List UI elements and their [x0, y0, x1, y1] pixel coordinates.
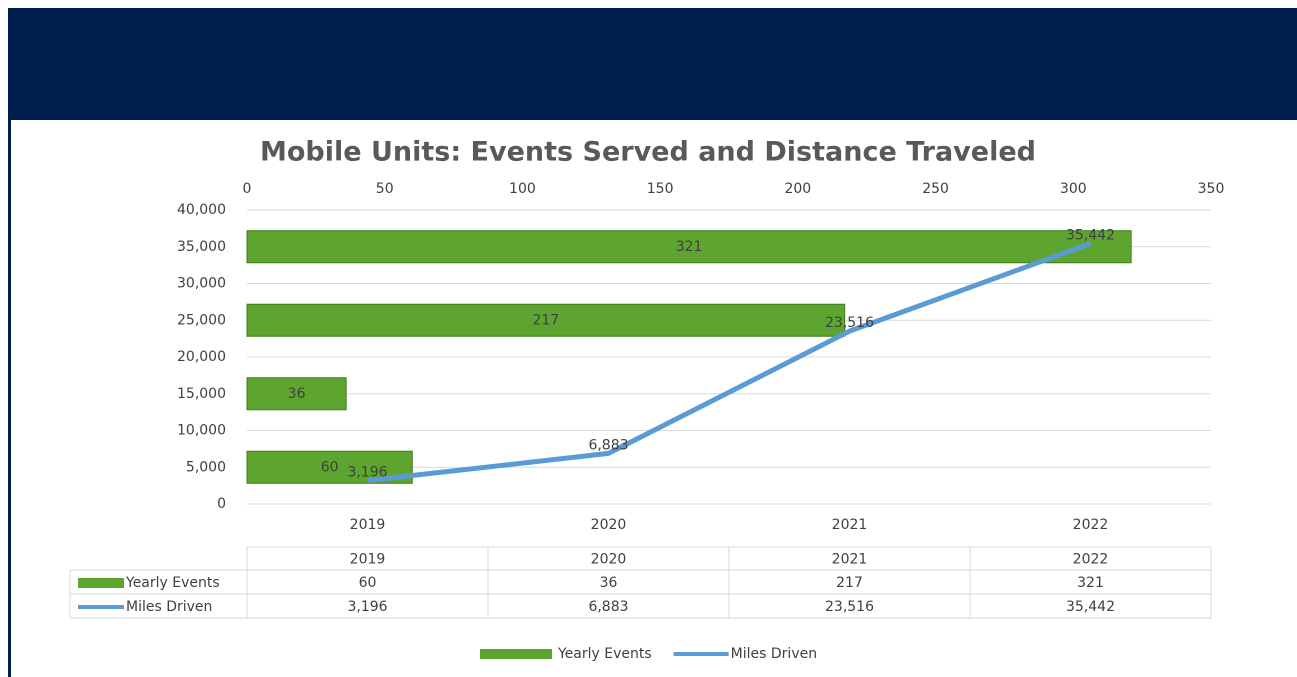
x-tick-label: 0 [243, 181, 252, 197]
table-header: 2019 [350, 552, 386, 568]
line-value-label: 35,442 [1066, 228, 1115, 244]
header-band [8, 8, 1297, 120]
y-tick-label: 30,000 [177, 276, 226, 292]
table-cell: 3,196 [347, 599, 387, 615]
y-tick-label: 25,000 [177, 312, 226, 328]
x-tick-label: 200 [784, 181, 811, 197]
legend-label: Yearly Events [557, 646, 652, 662]
bar [246, 377, 347, 411]
legend-label: Miles Driven [731, 646, 817, 662]
table-row-label: Yearly Events [125, 575, 220, 591]
x-tick-label: 250 [922, 181, 949, 197]
x-tick-label: 150 [647, 181, 674, 197]
bar [246, 303, 846, 337]
x-tick-label: 50 [376, 181, 394, 197]
y-tick-label: 0 [217, 496, 226, 512]
x-category-label: 2022 [1073, 517, 1109, 533]
x-category-label: 2021 [832, 517, 868, 533]
left-edge [8, 120, 11, 677]
y-tick-label: 40,000 [177, 202, 226, 218]
y-tick-label: 10,000 [177, 423, 226, 439]
table-cell: 321 [1077, 575, 1104, 591]
y-tick-label: 5,000 [186, 459, 226, 475]
x-category-label: 2020 [591, 517, 627, 533]
line [367, 241, 1092, 483]
chart-title: Mobile Units: Events Served and Distance… [260, 137, 1036, 168]
table-cell: 35,442 [1066, 599, 1115, 615]
table-header: 2020 [591, 552, 627, 568]
table-header: 2021 [832, 552, 868, 568]
x-tick-label: 300 [1060, 181, 1087, 197]
table-row-label: Miles Driven [126, 599, 212, 615]
line-value-label: 3,196 [347, 465, 387, 481]
y-tick-label: 15,000 [177, 386, 226, 402]
table-cell: 36 [600, 575, 618, 591]
y-tick-label: 20,000 [177, 349, 226, 365]
table-cell: 217 [836, 575, 863, 591]
x-category-label: 2019 [350, 517, 386, 533]
y-tick-label: 35,000 [177, 239, 226, 255]
bar [246, 230, 1132, 264]
line-value-label: 23,516 [825, 315, 874, 331]
line-value-label: 6,883 [588, 437, 628, 453]
legend-swatch [78, 578, 124, 588]
x-tick-label: 100 [509, 181, 536, 197]
bar-value-label: 60 [321, 459, 339, 475]
bar-value-label: 36 [288, 386, 306, 402]
x-tick-label: 350 [1198, 181, 1225, 197]
table-cell: 6,883 [588, 599, 628, 615]
bar-value-label: 321 [676, 239, 703, 255]
legend-swatch [480, 649, 552, 659]
table-cell: 60 [359, 575, 377, 591]
table-cell: 23,516 [825, 599, 874, 615]
table-header: 2022 [1073, 552, 1109, 568]
bar-value-label: 217 [532, 312, 559, 328]
